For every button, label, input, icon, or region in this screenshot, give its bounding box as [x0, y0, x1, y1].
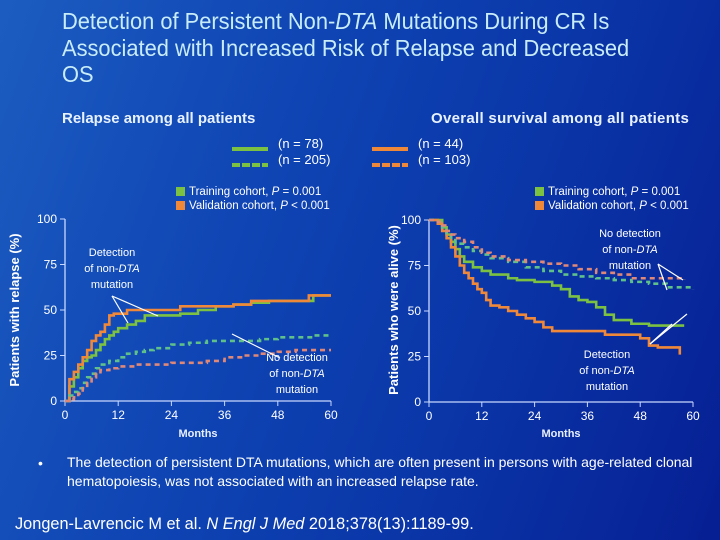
- x-tick-label: 0: [426, 409, 433, 423]
- x-tick-label: 0: [62, 408, 69, 422]
- validation-label: Validation cohort,: [548, 200, 640, 212]
- y-tick-label: 0: [414, 395, 421, 409]
- y-axis-label: Patients with relapse (%): [7, 233, 22, 386]
- series-validation-solid: [429, 218, 682, 355]
- x-axis-label: Months: [178, 428, 217, 440]
- annotation-text: mutation: [91, 279, 133, 291]
- x-tick-label: 36: [218, 408, 232, 422]
- annotation-text: mutation: [586, 381, 628, 393]
- x-tick-label: 12: [112, 408, 126, 422]
- validation-p-value: < 0.001: [287, 200, 330, 212]
- citation-authors: Jongen-Lavrencic M et al.: [15, 514, 207, 533]
- annotation-leader: [657, 263, 668, 291]
- series-training-dashed: [65, 334, 331, 403]
- title-text-2: Mutations During CR Is Associated with I…: [62, 8, 630, 87]
- title-text-gene: DTA: [335, 8, 378, 34]
- os-cohort-legend: Training cohort, P = 0.001 Validation co…: [535, 185, 689, 213]
- legend-os-solid-label: (n = 44): [418, 136, 464, 151]
- y-tick-label: 50: [44, 303, 58, 317]
- os-subtitle: Overall survival among all patients: [431, 110, 690, 127]
- x-axis-label: Months: [541, 428, 580, 440]
- y-tick-label: 50: [408, 304, 422, 318]
- relapse-subtitle: Relapse among all patients: [62, 110, 256, 127]
- annotation-text: of non-DTA: [84, 263, 139, 275]
- y-tick-label: 75: [44, 258, 58, 272]
- p-symbol: P: [630, 186, 639, 198]
- legend-os-dashed-line: [372, 163, 408, 167]
- annotation: Detection of non-DTA mutation: [579, 313, 688, 393]
- p-symbol: P: [271, 186, 280, 198]
- training-label: Training cohort,: [189, 186, 272, 198]
- citation-ref: 2018;378(13):1189-99.: [304, 514, 474, 533]
- citation: Jongen-Lavrencic M et al. N Engl J Med 2…: [15, 514, 474, 534]
- legend-validation: Validation cohort, P < 0.001: [176, 199, 330, 213]
- validation-label: Validation cohort,: [189, 200, 281, 212]
- validation-p-value: < 0.001: [646, 200, 689, 212]
- training-swatch: [535, 187, 544, 196]
- annotation-leader: [111, 295, 129, 324]
- y-tick-label: 75: [408, 259, 422, 273]
- relapse-chart: 0 25 50 75 100 0 12 24 36 48 60 Months Patients with…: [7, 212, 338, 440]
- y-axis-label: Patients who were alive (%): [386, 225, 401, 395]
- annotation-text: of non-DTA: [269, 368, 324, 380]
- x-tick-label: 48: [271, 408, 285, 422]
- y-tick-label: 25: [408, 350, 422, 364]
- training-label: Training cohort,: [548, 186, 631, 198]
- x-tick-label: 36: [581, 409, 595, 423]
- legend-relapse-solid-label: (n = 78): [278, 136, 324, 151]
- x-tick-label: 12: [475, 409, 489, 423]
- bullet-marker: •: [38, 455, 43, 471]
- series-validation-solid: [65, 294, 331, 403]
- y-tick-label: 0: [50, 394, 57, 408]
- legend-relapse-dashed-label: (n = 205): [278, 152, 331, 167]
- title-text-1: Detection of Persistent Non-: [62, 8, 336, 34]
- p-symbol: P: [280, 200, 288, 212]
- training-p-value: = 0.001: [279, 186, 322, 198]
- annotation-text: No detection: [599, 228, 661, 240]
- annotation-text: mutation: [609, 260, 651, 272]
- x-tick-label: 60: [686, 409, 700, 423]
- annotation: No detection of non-DTA mutation: [599, 228, 684, 291]
- annotation-text: mutation: [276, 384, 318, 396]
- validation-swatch: [176, 201, 185, 210]
- annotation: Detection of non-DTA mutation: [84, 247, 159, 324]
- x-tick-label: 48: [634, 409, 648, 423]
- annotation: No detection of non-DTA mutation: [231, 333, 328, 396]
- validation-swatch: [535, 201, 544, 210]
- y-tick-label: 100: [401, 213, 421, 227]
- bullet-text: The detection of persistent DTA mutation…: [67, 454, 693, 489]
- x-tick-label: 60: [324, 408, 338, 422]
- y-tick-label: 100: [37, 212, 57, 226]
- p-symbol: P: [639, 200, 647, 212]
- annotation-text: Detection: [584, 349, 630, 361]
- annotation-leader: [649, 313, 688, 345]
- annotation-leader: [111, 295, 159, 317]
- y-tick-label: 25: [44, 349, 58, 363]
- slide-title: Detection of Persistent Non-DTA Mutation…: [62, 8, 651, 88]
- os-chart: 0 25 50 75 100 0 12 24 36 48 60 Months Patients who …: [386, 213, 700, 440]
- series-validation-dashed: [429, 218, 686, 281]
- legend-relapse-dashed-line: [232, 163, 268, 167]
- annotation-text: No detection: [266, 352, 328, 364]
- annotation-text: Detection: [89, 247, 135, 259]
- citation-journal: N Engl J Med: [206, 514, 305, 533]
- legend-relapse-solid-line: [232, 147, 268, 151]
- legend-training: Training cohort, P = 0.001: [535, 185, 689, 199]
- legend-training: Training cohort, P = 0.001: [176, 185, 330, 199]
- annotation-text: of non-DTA: [602, 244, 657, 256]
- x-tick-label: 24: [528, 409, 542, 423]
- legend-validation: Validation cohort, P < 0.001: [535, 199, 689, 213]
- legend-os-solid-line: [372, 147, 408, 151]
- relapse-cohort-legend: Training cohort, P = 0.001 Validation co…: [176, 185, 330, 213]
- legend-os-dashed-label: (n = 103): [418, 152, 471, 167]
- annotation-leader: [657, 263, 684, 281]
- annotation-leader: [231, 333, 281, 359]
- training-swatch: [176, 187, 185, 196]
- training-p-value: = 0.001: [638, 186, 681, 198]
- annotation-text: of non-DTA: [579, 365, 634, 377]
- x-tick-label: 24: [165, 408, 179, 422]
